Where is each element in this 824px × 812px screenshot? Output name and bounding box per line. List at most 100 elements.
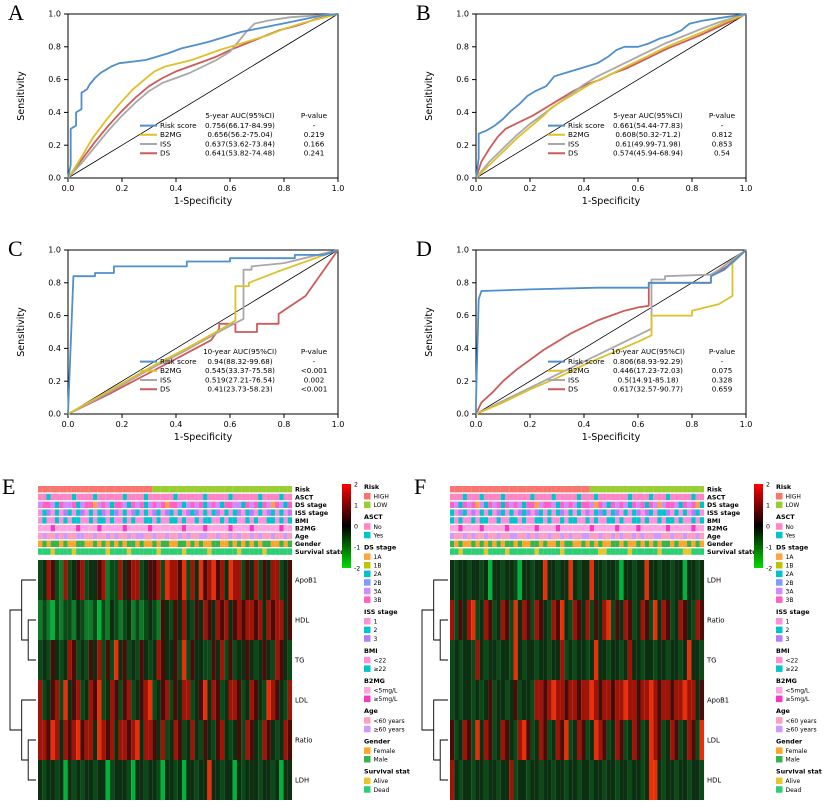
svg-text:1.0: 1.0 <box>456 10 469 19</box>
legend-entry-label: ≥5mg/L <box>374 696 399 703</box>
legend-group-title: ASCT <box>776 513 795 521</box>
x-axis-label: 1-Specificity <box>174 196 233 207</box>
heatmap-row-apob1 <box>450 680 705 720</box>
annotation-row-risk <box>450 486 705 493</box>
legend-entry-label: 2 <box>374 627 378 634</box>
panel-letter-d: D <box>416 236 432 261</box>
legend-entry-label: Female <box>374 748 396 755</box>
legend-header-auc: 5-year AUC(95%CI) <box>205 111 274 120</box>
roc-plot-C: 0.00.0 0.2 0.2 0.4 0.4 0.6 0.6 0.8 0.8 1.0 1.0 1-Sp… <box>16 246 345 443</box>
legend-entry-label: 3 <box>374 636 378 643</box>
x-axis-label: 1-Specificity <box>582 196 641 207</box>
svg-text:0.4: 0.4 <box>578 420 591 429</box>
svg-text:1.0: 1.0 <box>48 246 61 255</box>
panel-letter-a: A <box>8 0 24 25</box>
heatmap-row-label: ApoB1 <box>707 697 729 705</box>
legend-swatch <box>364 687 371 694</box>
heatmap-row-ldh <box>38 760 293 800</box>
svg-text:0.2: 0.2 <box>48 377 61 386</box>
annotation-row-survival-status <box>38 548 293 555</box>
legend-series-auc: 0.519(27.21-76.54) <box>205 375 275 384</box>
svg-text:0.0: 0.0 <box>48 410 61 419</box>
legend-group-title: BMI <box>776 647 790 655</box>
legend-entry-label: ≥5mg/L <box>786 696 811 703</box>
legend-series-name: DS <box>160 385 171 394</box>
annotation-row-ds-stage <box>38 501 293 508</box>
plot-frame <box>475 13 747 179</box>
legend-entry-label: HIGH <box>786 494 801 501</box>
legend-series-name: ISS <box>160 139 172 148</box>
roc-chart-a: 0.0 0.0 0.2 0.2 0.4 0.4 0.6 0.6 0.8 0.8 1.0 1.0 1-Sp… <box>8 2 408 238</box>
legend-swatch <box>364 665 371 672</box>
legend-swatch <box>776 777 783 785</box>
annotation-label: B2MG <box>707 526 728 533</box>
legend-entry-label: <5mg/L <box>374 688 399 695</box>
roc-plot-A: 0.00.0 0.2 0.2 0.4 0.4 0.6 0.6 0.8 0.8 1.0 1.0 1-Sp… <box>16 10 344 207</box>
annotation-row-iss-stage <box>38 509 293 516</box>
legend-series-auc: 0.574(45.94-68.94) <box>613 149 683 158</box>
heatmap-row-label: TG <box>294 657 304 665</box>
heatmap-row-tg <box>450 640 705 680</box>
legend-header-auc: 10-year AUC(95%CI) <box>203 347 277 356</box>
svg-text:0.6: 0.6 <box>456 75 469 84</box>
y-axis-label: Sensitivity <box>424 307 435 357</box>
legend-swatch <box>776 587 783 595</box>
legend-entry-label: 1B <box>786 563 794 570</box>
heatmap-row-label: TG <box>706 657 716 665</box>
panel-letter-e: E <box>2 474 16 499</box>
legend-entry-label: Alive <box>374 778 389 785</box>
legend-series-name: DS <box>568 385 579 394</box>
roc-series-b2mg <box>67 13 339 179</box>
legend-entry-label: 3A <box>374 588 383 595</box>
legend-series-pvalue: 0.219 <box>304 130 325 139</box>
svg-text:0.6: 0.6 <box>48 75 61 84</box>
legend-swatch <box>776 626 783 634</box>
annotation-row-age <box>450 532 705 540</box>
panel-e: E Risk ASCT DS stage ISS stage BMI B2MG Age Gen… <box>2 474 418 810</box>
annotation-row-survival-status <box>450 548 705 555</box>
colorbar-tick: 1 <box>354 502 358 509</box>
legend-series-name: Risk score <box>160 121 197 130</box>
svg-text:0.4: 0.4 <box>578 184 591 193</box>
reference-diagonal <box>475 13 747 179</box>
annotation-label: DS stage <box>295 502 327 509</box>
legend-swatch <box>776 493 783 500</box>
legend-entry-label: <60 years <box>374 718 405 725</box>
heatmap-row-ratio <box>38 720 293 760</box>
panel-a: A 0.0 0.0 0.2 0.2 0.4 0.4 0.6 0.6 0.8 0.8 1.0 1.0 1-… <box>8 2 408 234</box>
annotation-label: Survival status <box>295 549 349 556</box>
roc-series-b2mg <box>475 13 747 179</box>
legend-group-title: ASCT <box>364 513 383 521</box>
legend-entry-label: 3B <box>374 597 382 604</box>
svg-text:0.2: 0.2 <box>524 184 537 193</box>
svg-text:0.8: 0.8 <box>48 278 61 287</box>
legend-swatch <box>364 725 371 733</box>
panel-f: F Risk ASCT DS stage ISS stage BMI B2MG Age Gen… <box>414 476 824 810</box>
legend-entry-label: LOW <box>374 502 388 509</box>
annotation-label: Age <box>295 533 309 540</box>
svg-text:0.2: 0.2 <box>116 184 129 193</box>
heatmap-row-label: LDL <box>707 737 720 745</box>
svg-text:0.2: 0.2 <box>456 377 469 386</box>
svg-text:0.6: 0.6 <box>632 184 645 193</box>
legend-series-pvalue: <0.001 <box>301 385 328 394</box>
legend-series-auc: 0.617(32.57-90.77) <box>613 385 683 394</box>
legend-entry-label: No <box>374 524 382 531</box>
legend-swatch <box>364 579 371 586</box>
svg-text:0.8: 0.8 <box>456 278 469 287</box>
svg-text:1.0: 1.0 <box>332 420 345 429</box>
roc-series-iss <box>67 249 339 415</box>
legend-entry-label: 2 <box>786 627 790 634</box>
colorbar-tick: -2 <box>766 565 772 572</box>
legend-entry-label: <22 <box>374 657 387 664</box>
legend-entry-label: 3A <box>786 588 795 595</box>
legend-swatch <box>776 562 783 569</box>
legend-swatch <box>364 618 371 625</box>
svg-text:0.0: 0.0 <box>470 420 483 429</box>
legend-series-pvalue: - <box>313 121 316 130</box>
annotation-row-risk <box>38 486 293 493</box>
annotation-label: ISS stage <box>707 510 740 517</box>
legend-entry-label: 2A <box>786 571 795 578</box>
